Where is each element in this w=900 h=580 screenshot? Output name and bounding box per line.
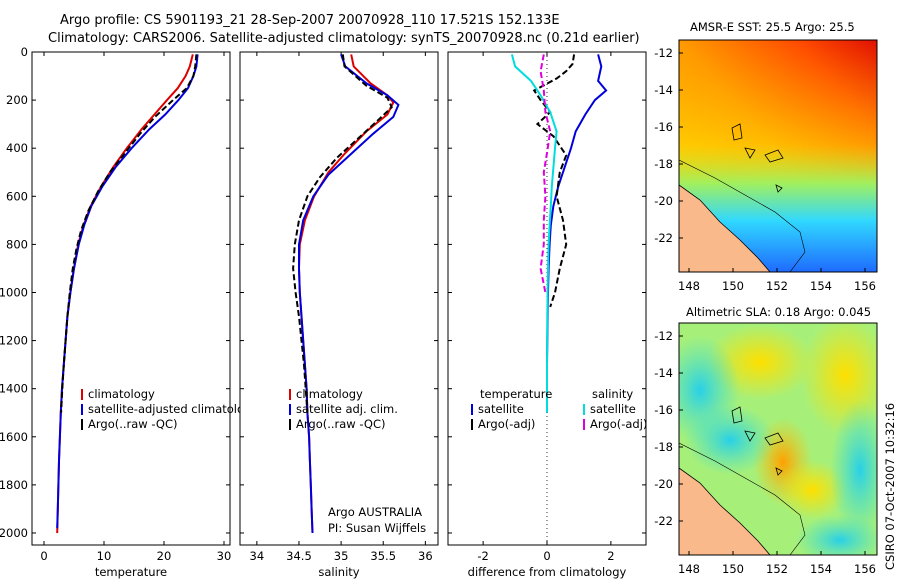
sla-xtick-label: 148 [678, 562, 700, 576]
legend-group-header: temperature [480, 387, 552, 401]
temperature-xtick-label: 30 [217, 549, 232, 563]
sla-low-2 [685, 405, 775, 475]
depth-tick-label: 1400 [0, 382, 28, 396]
sst-ytick-label: -22 [654, 231, 673, 245]
legend-label: climatology [296, 387, 363, 401]
salinity-panel: 34 34.5 35 35.5 36 salinity climatologysatelli… [239, 51, 439, 579]
legend-label: satellite adj. clim. [296, 402, 398, 416]
depth-tick-label: 0 [21, 45, 28, 59]
difference-xtick-label: -2 [477, 549, 488, 563]
sst-ytick-label: -16 [654, 120, 673, 134]
depth-tick-label: 600 [6, 189, 28, 203]
sla-map: Altimetric SLA: 0.18 Argo: 0.045 [678, 305, 878, 556]
salinity-axes-frame [239, 51, 439, 546]
difference-panel: -2 0 2 difference from climatology temperatu… [447, 51, 647, 579]
sst-ytick-label: -12 [654, 46, 673, 60]
sst-ytick-label: -18 [654, 157, 673, 171]
legend-label: Argo(..raw -QC) [88, 417, 178, 431]
sst-xtick-label: 148 [678, 279, 700, 293]
depth-tick-label: 2000 [0, 526, 28, 540]
difference-series-salinity-argo-adj- [539, 54, 552, 293]
annotation-line-1: Argo AUSTRALIA [328, 505, 422, 519]
temperature-series-argo-raw-qc- [60, 54, 198, 413]
sst-xtick-label: 152 [766, 279, 788, 293]
legend-label: Argo(-adj) [590, 417, 647, 431]
sla-low-3 [830, 400, 877, 540]
temperature-xlabel: temperature [95, 565, 167, 579]
sla-high-4 [777, 460, 847, 520]
depth-tick-label: 800 [6, 237, 28, 251]
header-line-1: Argo profile: CS 5901193_21 28-Sep-2007 … [60, 13, 560, 28]
legend-label: Argo(-adj) [478, 417, 535, 431]
sst-land [679, 184, 771, 272]
salinity-xtick-label: 36 [418, 549, 433, 563]
sla-ytick-label: -20 [654, 477, 673, 491]
difference-series-temperature-argo-adj- [532, 54, 576, 308]
temperature-axes-frame [31, 51, 231, 546]
sla-xtick-label: 156 [854, 562, 876, 576]
depth-tick-label: 1600 [0, 430, 28, 444]
salinity-xlabel: salinity [318, 565, 359, 579]
depth-tick-label: 200 [6, 93, 28, 107]
sla-land [679, 467, 771, 555]
sla-reef-outline [731, 406, 784, 476]
difference-xlabel: difference from climatology [468, 565, 627, 579]
sla-ytick-label: -12 [654, 329, 673, 343]
salinity-xtick-label: 34 [250, 549, 265, 563]
annotation-line-2: PI: Susan Wijffels [328, 521, 426, 535]
sla-ytick-label: -14 [654, 366, 673, 380]
legend-label: Argo(..raw -QC) [296, 417, 386, 431]
sla-map-title: Altimetric SLA: 0.18 Argo: 0.045 [686, 305, 871, 319]
sst-shelf-contour [679, 159, 806, 272]
salinity-series-argo-raw-qc- [292, 54, 393, 413]
temperature-xtick-label: 0 [40, 549, 47, 563]
sst-xtick-label: 150 [722, 279, 744, 293]
temperature-series-satellite-adjusted-climatology [56, 54, 199, 529]
sst-reef-outline [731, 123, 784, 193]
legend-label: satellite-adjusted climatology [88, 402, 258, 416]
sla-xtick-label: 154 [810, 562, 832, 576]
difference-xtick-label: 2 [607, 549, 614, 563]
sla-ytick-label: -18 [654, 440, 673, 454]
sst-map-title: AMSR-E SST: 25.5 Argo: 25.5 [690, 20, 855, 34]
legend-label: climatology [88, 387, 155, 401]
sla-low-4 [795, 515, 877, 555]
temperature-panel: 0 10 20 30 0 200 400 600 800 1000 1200 1400 1600 1800… [0, 45, 258, 579]
sla-ytick-label: -22 [654, 514, 673, 528]
legend-group-header: salinity [592, 387, 633, 401]
sst-ytick-label: -14 [654, 83, 673, 97]
salinity-series-satellite-adj-clim- [298, 54, 400, 534]
sla-xtick-label: 150 [722, 562, 744, 576]
sla-xtick-label: 152 [766, 562, 788, 576]
sla-shelf-contour [679, 442, 806, 555]
temperature-xtick-label: 10 [97, 549, 112, 563]
depth-tick-label: 1200 [0, 334, 28, 348]
sst-xtick-label: 154 [810, 279, 832, 293]
legend-label: satellite [590, 402, 636, 416]
footer-stamp: CSIRO 07-Oct-2007 10:32:16 [883, 403, 897, 570]
sla-map-frame [678, 322, 878, 556]
depth-tick-label: 1000 [0, 285, 28, 299]
legend-label: satellite [478, 402, 524, 416]
sst-xtick-label: 156 [854, 279, 876, 293]
header-line-2: Climatology: CARS2006. Satellite-adjuste… [48, 31, 640, 46]
salinity-xtick-label: 35.5 [370, 549, 396, 563]
depth-tick-label: 400 [6, 141, 28, 155]
salinity-xtick-label: 34.5 [286, 549, 312, 563]
sst-map-frame [678, 39, 878, 273]
salinity-xtick-label: 35 [334, 549, 349, 563]
depth-tick-label: 1800 [0, 478, 28, 492]
sla-ytick-label: -16 [654, 403, 673, 417]
difference-xtick-label: 0 [543, 549, 550, 563]
sst-ytick-label: -20 [654, 194, 673, 208]
difference-series-salinity-satellite [510, 54, 558, 413]
temperature-xtick-label: 20 [157, 549, 172, 563]
sst-map: AMSR-E SST: 25.5 Argo: 25.5 [678, 20, 878, 273]
